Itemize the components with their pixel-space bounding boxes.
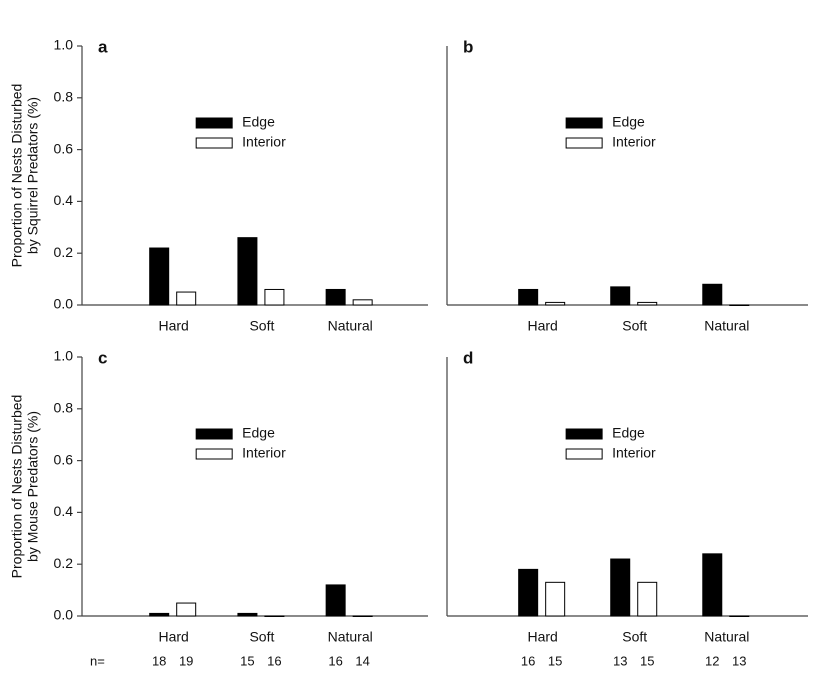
panel-label: a	[98, 37, 108, 56]
bar	[518, 288, 539, 306]
y-axis-label: by Mouse Predators (%)	[25, 411, 41, 562]
legend-label: Interior	[612, 445, 656, 461]
legend-label: Interior	[612, 134, 656, 150]
legend-swatch	[195, 428, 233, 440]
bar	[637, 581, 658, 617]
bar	[149, 247, 170, 306]
legend-label: Edge	[612, 425, 645, 441]
y-tick-label: 0.2	[54, 555, 74, 571]
bar	[325, 584, 346, 617]
y-axis-label: Proportion of Nests Disturbed	[9, 84, 25, 268]
y-axis-label: by Squirrel Predators (%)	[25, 97, 41, 254]
bar	[702, 283, 723, 306]
x-tick-label: Natural	[704, 629, 749, 645]
y-tick-label: 0.4	[54, 192, 74, 208]
legend-label: Edge	[612, 114, 645, 130]
y-tick-label: 0.6	[54, 451, 74, 467]
y-tick-label: 0.4	[54, 503, 74, 519]
x-tick-label: Natural	[704, 318, 749, 334]
x-tick-label: Hard	[527, 629, 557, 645]
sample-size: 16	[267, 653, 281, 668]
y-tick-label: 0.2	[54, 244, 74, 260]
bar	[352, 615, 373, 617]
bar	[545, 301, 566, 306]
x-tick-label: Hard	[159, 318, 189, 334]
bar	[610, 558, 631, 617]
x-tick-label: Hard	[527, 318, 557, 334]
x-tick-label: Natural	[328, 318, 373, 334]
sample-size: 15	[240, 653, 254, 668]
legend-swatch	[195, 117, 233, 129]
x-tick-label: Soft	[249, 318, 274, 334]
y-tick-label: 1.0	[54, 348, 74, 364]
x-tick-label: Soft	[622, 629, 647, 645]
sample-size: 15	[640, 653, 654, 668]
sample-size: 12	[705, 653, 719, 668]
bar	[518, 568, 539, 617]
legend-swatch	[565, 137, 603, 149]
y-tick-label: 1.0	[54, 37, 74, 53]
bar	[702, 553, 723, 617]
bar	[545, 581, 566, 617]
bar	[610, 286, 631, 306]
legend-label: Interior	[242, 134, 286, 150]
bar	[729, 615, 750, 617]
panel-label: d	[463, 348, 473, 367]
y-tick-label: 0.6	[54, 140, 74, 156]
y-tick-label: 0.8	[54, 400, 74, 416]
bar	[264, 615, 285, 617]
bar	[237, 237, 258, 306]
x-tick-label: Soft	[622, 318, 647, 334]
legend-swatch	[565, 117, 603, 129]
bar	[264, 288, 285, 306]
sample-size: 19	[179, 653, 193, 668]
bar	[237, 612, 258, 617]
x-tick-label: Natural	[328, 629, 373, 645]
bar	[176, 602, 197, 617]
y-axis-label: Proportion of Nests Disturbed	[9, 395, 25, 579]
legend-label: Interior	[242, 445, 286, 461]
x-tick-label: Hard	[159, 629, 189, 645]
bar	[325, 288, 346, 306]
sample-size: 16	[521, 653, 535, 668]
sample-size: 14	[355, 653, 369, 668]
sample-size: 16	[328, 653, 342, 668]
n-label: n=	[90, 653, 105, 668]
sample-size: 13	[613, 653, 627, 668]
bar	[352, 299, 373, 306]
legend-swatch	[565, 428, 603, 440]
sample-size: 18	[152, 653, 166, 668]
sample-size: 13	[732, 653, 746, 668]
panel-label: c	[98, 348, 107, 367]
legend-swatch	[565, 448, 603, 460]
bar	[729, 304, 750, 306]
bar	[637, 301, 658, 306]
legend-label: Edge	[242, 425, 275, 441]
y-tick-label: 0.0	[54, 296, 74, 312]
y-tick-label: 0.8	[54, 89, 74, 105]
sample-size: 15	[548, 653, 562, 668]
panel-label: b	[463, 37, 473, 56]
bar	[149, 612, 170, 617]
x-tick-label: Soft	[249, 629, 274, 645]
legend-swatch	[195, 137, 233, 149]
bar	[176, 291, 197, 306]
y-tick-label: 0.0	[54, 607, 74, 623]
legend-label: Edge	[242, 114, 275, 130]
legend-swatch	[195, 448, 233, 460]
